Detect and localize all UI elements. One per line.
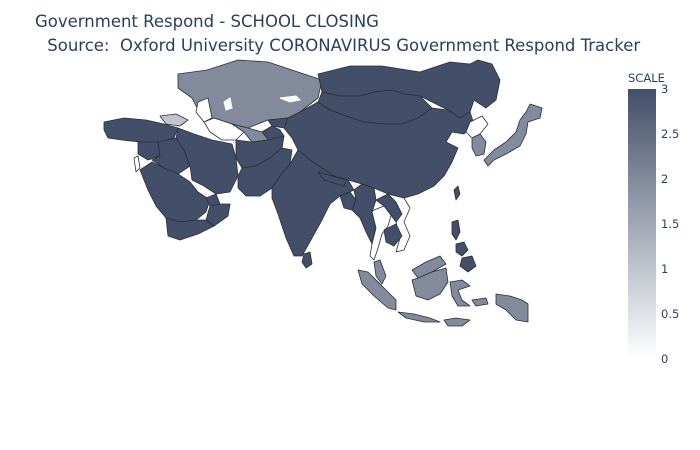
colorbar-tick-label: 1 bbox=[661, 262, 669, 276]
region-indonesia-sumatra[interactable] bbox=[357, 269, 397, 311]
region-philippines-luzon[interactable] bbox=[451, 219, 461, 241]
region-yemen[interactable] bbox=[165, 217, 215, 241]
region-indonesia-papua[interactable] bbox=[495, 293, 529, 323]
lake-balkhash bbox=[279, 95, 302, 103]
region-indonesia-sulawesi[interactable] bbox=[449, 279, 471, 307]
region-indonesia-maluku[interactable] bbox=[471, 297, 489, 307]
region-philippines-visayas[interactable] bbox=[455, 241, 469, 257]
region-japan[interactable] bbox=[483, 103, 543, 167]
region-israel[interactable] bbox=[133, 155, 141, 173]
chart-title: Government Respond - SCHOOL CLOSING bbox=[35, 12, 379, 31]
region-turkmenistan[interactable] bbox=[203, 117, 245, 141]
colorbar-tick-label: 3 bbox=[661, 82, 669, 96]
colorbar-tick-label: 1.5 bbox=[661, 217, 680, 231]
region-south-korea[interactable] bbox=[471, 133, 487, 157]
region-indonesia-java[interactable] bbox=[397, 311, 441, 323]
chart-subtitle: Source: Oxford University CORONAVIRUS Go… bbox=[42, 36, 641, 55]
region-sri-lanka[interactable] bbox=[301, 251, 313, 269]
region-georgia[interactable] bbox=[159, 113, 189, 127]
colorbar-title: SCALE bbox=[628, 71, 665, 85]
region-indonesia-kalimantan[interactable] bbox=[411, 267, 449, 301]
region-nepal[interactable] bbox=[317, 171, 347, 187]
colorbar-tick-label: 2 bbox=[661, 172, 669, 186]
lake-aral bbox=[223, 97, 233, 111]
region-taiwan[interactable] bbox=[453, 185, 461, 201]
colorbar bbox=[628, 89, 656, 359]
region-indonesia-islands[interactable] bbox=[443, 317, 471, 327]
region-philippines-mindanao[interactable] bbox=[459, 255, 477, 273]
colorbar-tick-label: 0.5 bbox=[661, 307, 680, 321]
region-kyrgyzstan[interactable] bbox=[267, 117, 289, 129]
caspian-sea bbox=[195, 97, 213, 123]
region-saudi-arabia[interactable] bbox=[139, 161, 211, 223]
region-malaysia[interactable] bbox=[373, 259, 387, 285]
region-cambodia[interactable] bbox=[383, 223, 403, 247]
colorbar-tick-label: 0 bbox=[661, 352, 669, 366]
region-vietnam[interactable] bbox=[387, 193, 411, 253]
region-syria[interactable] bbox=[137, 141, 161, 161]
region-iran[interactable] bbox=[175, 127, 239, 195]
colorbar-tick-label: 2.5 bbox=[661, 127, 680, 141]
